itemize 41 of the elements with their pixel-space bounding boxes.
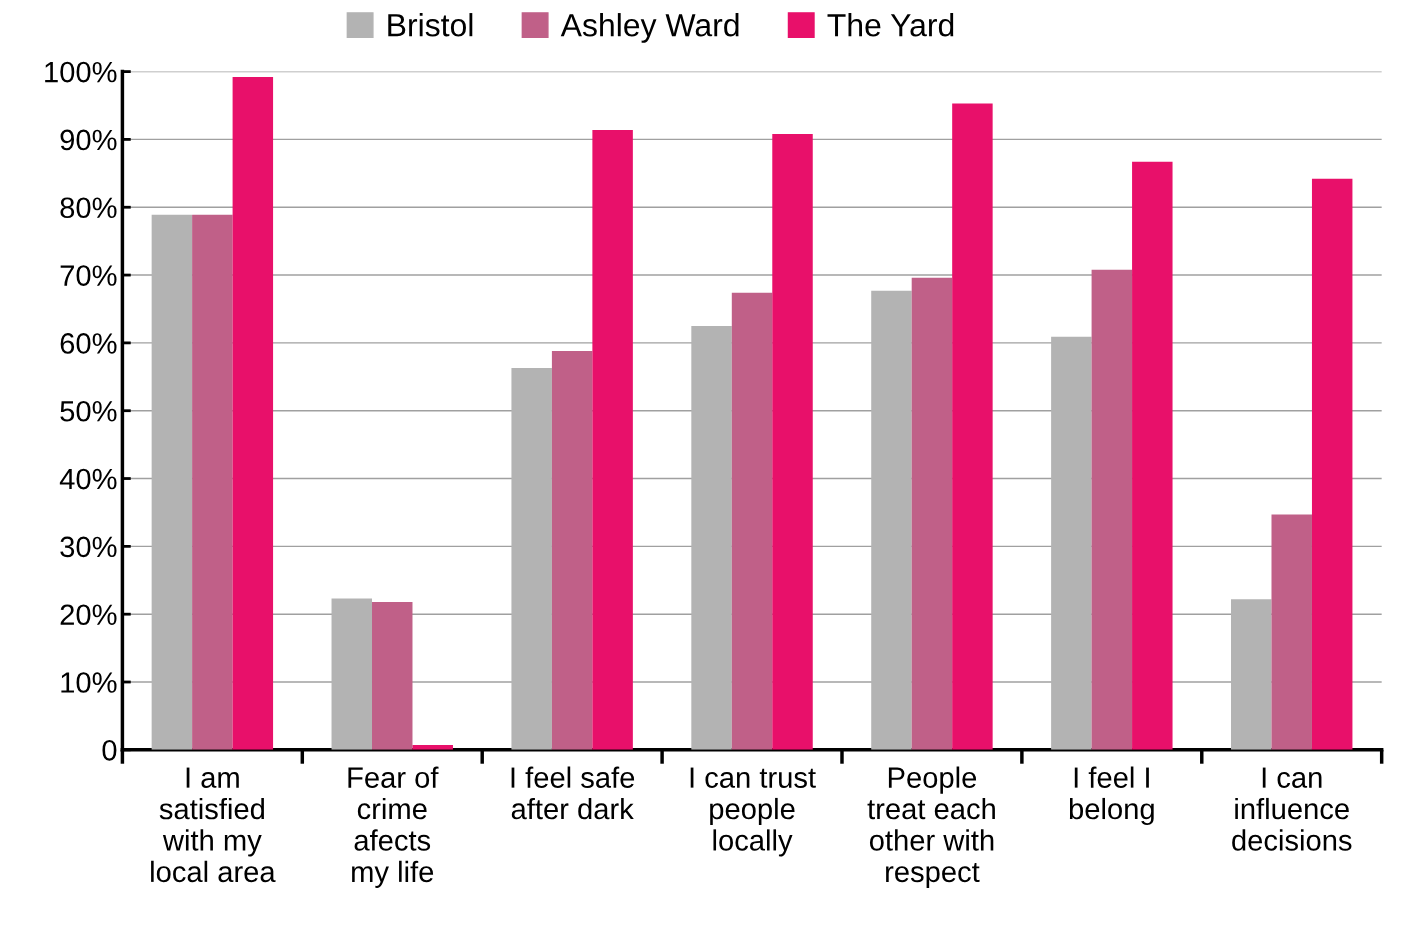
bar <box>1132 161 1173 750</box>
bar <box>551 351 593 750</box>
x-tick-label: People treat each other with respect <box>867 766 995 888</box>
y-tick-label: 30% <box>60 536 117 558</box>
bar <box>1271 514 1312 750</box>
bar <box>192 214 233 750</box>
bar <box>232 77 274 750</box>
y-tick-label: 10% <box>61 672 117 693</box>
y-tick-label: 40% <box>59 468 117 490</box>
legend-label: Bristol <box>388 13 473 37</box>
y-tick-label: 50% <box>60 400 117 422</box>
bar <box>151 214 193 750</box>
y-tick-label: 70% <box>60 265 117 286</box>
y-tick-label: 80% <box>60 197 117 219</box>
y-tick-label: 60% <box>60 333 117 354</box>
y-tick-label: 20% <box>60 604 117 626</box>
y-tick-label: 100% <box>45 61 117 83</box>
bar <box>731 292 773 750</box>
x-tick-label: I feel safe after dark <box>511 766 635 820</box>
bar <box>1231 599 1272 750</box>
bar <box>511 367 552 750</box>
bar <box>911 277 953 750</box>
x-tick-label: I can influence decisions <box>1232 767 1352 851</box>
bar <box>772 133 813 750</box>
bar <box>372 601 413 750</box>
bar <box>1311 178 1353 750</box>
bar <box>592 129 633 750</box>
x-tick-label: I feel I belong <box>1069 766 1154 826</box>
bar <box>1051 336 1092 750</box>
y-tick-label: 90% <box>60 129 117 151</box>
legend-label: The Yard <box>827 13 954 37</box>
x-tick-label: I am satisfied with my local area <box>151 767 276 883</box>
bar <box>331 598 373 750</box>
x-tick-label: Fear of crime afects my life <box>348 766 439 888</box>
bar <box>871 290 912 750</box>
bar <box>691 325 732 750</box>
y-tick-label: 0 <box>102 740 117 761</box>
bar <box>952 103 993 750</box>
bar <box>1091 269 1133 750</box>
x-tick-label: I can trust people locally <box>690 767 816 857</box>
legend-label: Ashley Ward <box>560 13 739 43</box>
